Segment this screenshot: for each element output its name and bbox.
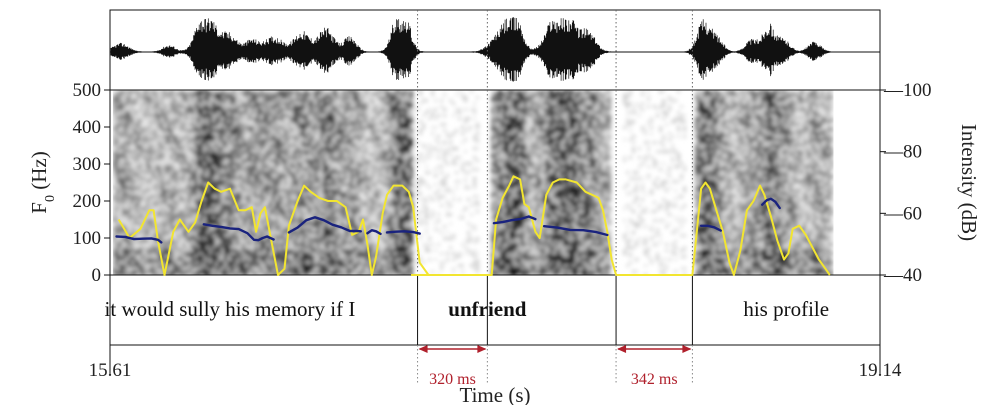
pause-arrow-head-left	[418, 345, 428, 353]
figure-frame	[109, 9, 881, 375]
pause-arrow-head-right	[682, 345, 692, 353]
y-left-tick-label: 300	[73, 154, 102, 175]
word-label: unfriend	[448, 297, 527, 321]
f0-segment	[202, 223, 275, 242]
f0-segment	[492, 215, 537, 225]
f0-segment	[761, 197, 781, 210]
axes: 0 100 200 300 400 500 —40 —60 —80 —100 F0 (Hz) Inte…	[27, 80, 981, 405]
y-right-tick-label: —100	[883, 80, 932, 101]
y-right-tick-label: —40	[883, 265, 922, 286]
pause-duration-label: 320 ms	[429, 371, 476, 388]
f0-segment	[542, 224, 609, 237]
outer-frame	[109, 9, 881, 346]
pause-arrow-head-left	[617, 345, 627, 353]
y-left-tick-label: 100	[73, 228, 102, 249]
y-left-tick-label: 200	[73, 191, 102, 212]
y-left-tick-label: 400	[73, 117, 102, 138]
f0-segment	[287, 216, 362, 234]
f0-contour	[115, 197, 781, 244]
spectrogram	[113, 90, 834, 275]
x-tick-label-end: 19.14	[859, 360, 902, 381]
f0-segment	[699, 224, 722, 232]
pause-duration-label: 342 ms	[631, 371, 678, 388]
word-tier: it would sully his memory if I unfriend hi…	[105, 297, 830, 321]
f0-segment	[115, 235, 163, 244]
f0-segment	[366, 228, 382, 236]
spectrogram-texture	[113, 90, 834, 275]
intensity-curve	[117, 175, 831, 276]
pause-markers: 320 ms 342 ms	[418, 345, 692, 388]
waveform-trace	[110, 17, 880, 82]
f0-segment	[385, 230, 421, 235]
pause-boundaries	[417, 10, 693, 385]
pause-arrow-head-right	[477, 345, 487, 353]
y-right-axis-title: Intensity (dB)	[957, 124, 981, 241]
x-tick-label-start: 15.61	[89, 360, 132, 381]
y-left-tick-label: 0	[92, 265, 102, 286]
word-label: his profile	[743, 297, 829, 321]
waveform	[110, 17, 880, 82]
word-label: it would sully his memory if I	[105, 297, 356, 321]
y-left-tick-label: 500	[73, 80, 102, 101]
y-right-tick-label: —80	[883, 142, 922, 163]
x-axis-title: Time (s)	[460, 383, 531, 405]
y-left-axis-title: F0 (Hz)	[27, 151, 58, 213]
y-right-tick-label: —60	[883, 203, 922, 224]
